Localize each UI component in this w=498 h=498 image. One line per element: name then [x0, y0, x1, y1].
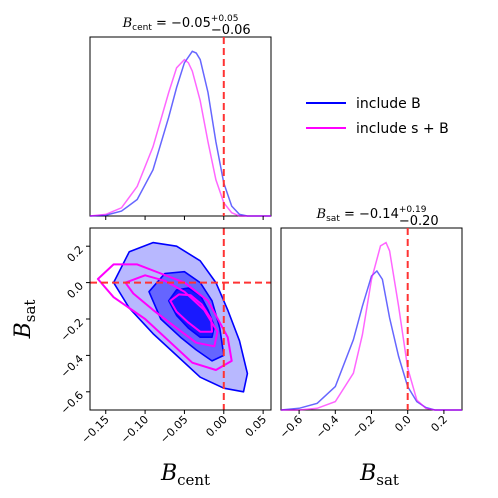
legend-label-0: include B — [356, 96, 421, 112]
joint-y-tick-label-0: −0.6 — [58, 389, 86, 417]
joint-includeSB-contour-2 — [169, 293, 213, 333]
bsat-x-tick-label-2: −0.2 — [350, 413, 378, 441]
bsat-marginal-title: Bsat = −0.14+0.19 — [316, 205, 427, 224]
bsat-marginal-panel: −0.6 −0.4 −0.2 0.0 0.2 Bsat Bsat = −0.14+0.19−… — [277, 205, 463, 489]
joint-y-tick-label-4: 0.2 — [65, 243, 87, 265]
bsat-x-tick-label-4: 0.2 — [428, 413, 450, 435]
bcent-series-1 — [89, 58, 271, 217]
legend: include B include s + B — [306, 96, 449, 137]
y-axis-label-bsat: Bsat — [11, 300, 39, 340]
bcent-marginal-title-low: −0.06 — [211, 23, 251, 38]
bcent-marginal-title: Bcent = −0.05+0.05 — [122, 14, 239, 33]
bsat-x-tick-label-3: 0.0 — [392, 413, 414, 435]
joint-x-tick-label-3: 0.00 — [203, 413, 230, 440]
joint-includeSB-contour-0 — [96, 263, 233, 371]
bsat-series-1 — [281, 241, 462, 411]
bcent-marginal-frame — [89, 36, 272, 217]
bsat-x-tick-label-1: −0.4 — [313, 413, 341, 441]
joint-y-tick-label-1: −0.4 — [58, 352, 86, 380]
joint-x-tick-label-2: −0.05 — [158, 413, 191, 446]
joint-x-tick-label-0: −0.15 — [79, 413, 112, 446]
joint-y-tick-label-3: 0.0 — [65, 280, 87, 302]
x-axis-label-bcent: Bcent — [160, 461, 210, 489]
bsat-x-tick-label-0: −0.6 — [277, 413, 305, 441]
x-axis-label-bsat: Bsat — [359, 461, 399, 489]
bcent-series-0 — [89, 50, 271, 217]
bsat-marginal-title-low: −0.20 — [399, 214, 439, 229]
joint-x-tick-label-1: −0.10 — [118, 413, 151, 446]
bcent-marginal-panel: Bcent = −0.05+0.05−0.06 — [89, 14, 272, 220]
joint-contour-panel: −0.15 −0.10 −0.05 0.00 0.05 −0.6 −0.4 −0.2 0.0 0.… — [11, 227, 272, 489]
joint-y-tick-label-2: −0.2 — [58, 316, 86, 344]
bsat-series-0 — [280, 269, 462, 411]
joint-x-tick-label-4: 0.05 — [243, 413, 270, 440]
bsat-marginal-frame — [280, 227, 463, 411]
legend-label-1: include s + B — [356, 121, 449, 137]
joint-includeSB-contour-1 — [124, 274, 219, 348]
